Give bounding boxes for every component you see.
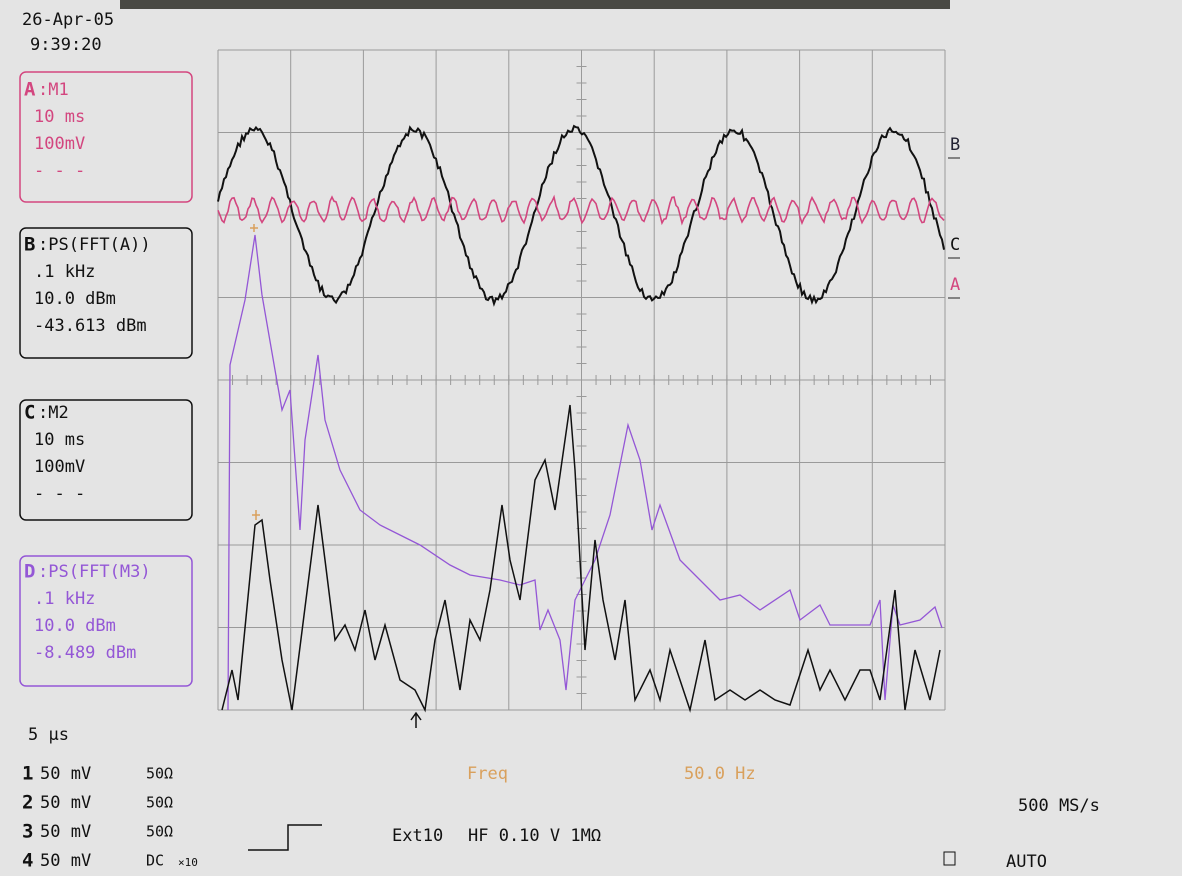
trace-setting: 10.0 dBm xyxy=(34,289,116,309)
trace-title: :PS(FFT(M3) xyxy=(38,562,151,582)
channel-coupling: 50Ω xyxy=(146,794,173,812)
marker-a: A xyxy=(950,275,960,295)
channel-scale: 50 mV xyxy=(40,793,91,813)
trigger-arrow xyxy=(411,713,421,728)
trace-setting: - - - xyxy=(34,161,85,181)
timebase: 5 μs xyxy=(28,725,69,745)
channel-probe: ×10 xyxy=(178,856,198,869)
measure-label: Freq xyxy=(467,764,508,784)
trace-id: D xyxy=(24,561,35,583)
auto-box xyxy=(944,852,955,865)
trace-title: :PS(FFT(A)) xyxy=(38,235,151,255)
trace-id: C xyxy=(24,402,35,424)
trace-setting: - - - xyxy=(34,484,85,504)
trace-setting: 100mV xyxy=(34,134,85,154)
trace-setting: 10.0 dBm xyxy=(34,616,116,636)
trace-setting: .1 kHz xyxy=(34,262,95,282)
channel-coupling: 50Ω xyxy=(146,765,173,783)
trace-setting: -8.489 dBm xyxy=(34,643,136,663)
scope-screen: 26-Apr-05 9:39:20 A:M110 ms100mV- - -B:P… xyxy=(0,0,1182,876)
measure-value: 50.0 Hz xyxy=(684,764,756,784)
channel-number: 4 xyxy=(22,850,33,872)
trace-id: A xyxy=(24,79,36,101)
trace-setting: 10 ms xyxy=(34,107,85,127)
date: 26-Apr-05 xyxy=(22,10,114,30)
top-banner xyxy=(120,0,950,9)
time: 9:39:20 xyxy=(30,35,102,55)
channel-number: 3 xyxy=(22,821,33,843)
trigger-source: Ext10 xyxy=(392,826,443,846)
channel-coupling: 50Ω xyxy=(146,823,173,841)
trigger-mode: AUTO xyxy=(1006,852,1047,872)
channel-scale: 50 mV xyxy=(40,851,91,871)
trace-setting: -43.613 dBm xyxy=(34,316,147,336)
channel-scale: 50 mV xyxy=(40,764,91,784)
channel-number: 2 xyxy=(22,792,33,814)
trace-title: :M1 xyxy=(38,80,69,100)
trace-title: :M2 xyxy=(38,403,69,423)
sample-rate: 500 MS/s xyxy=(1018,796,1100,816)
channel-scale: 50 mV xyxy=(40,822,91,842)
trace-setting: 10 ms xyxy=(34,430,85,450)
trigger-edge-icon xyxy=(248,825,322,850)
channel-coupling: DC xyxy=(146,852,164,870)
trace-id: B xyxy=(24,234,35,256)
marker-b: B xyxy=(950,135,960,155)
trace-setting: 100mV xyxy=(34,457,85,477)
channel-number: 1 xyxy=(22,763,33,785)
graticule xyxy=(218,50,945,710)
marker-c: C xyxy=(950,235,960,255)
trigger-setting: HF 0.10 V 1MΩ xyxy=(468,826,601,846)
trace-setting: .1 kHz xyxy=(34,589,95,609)
